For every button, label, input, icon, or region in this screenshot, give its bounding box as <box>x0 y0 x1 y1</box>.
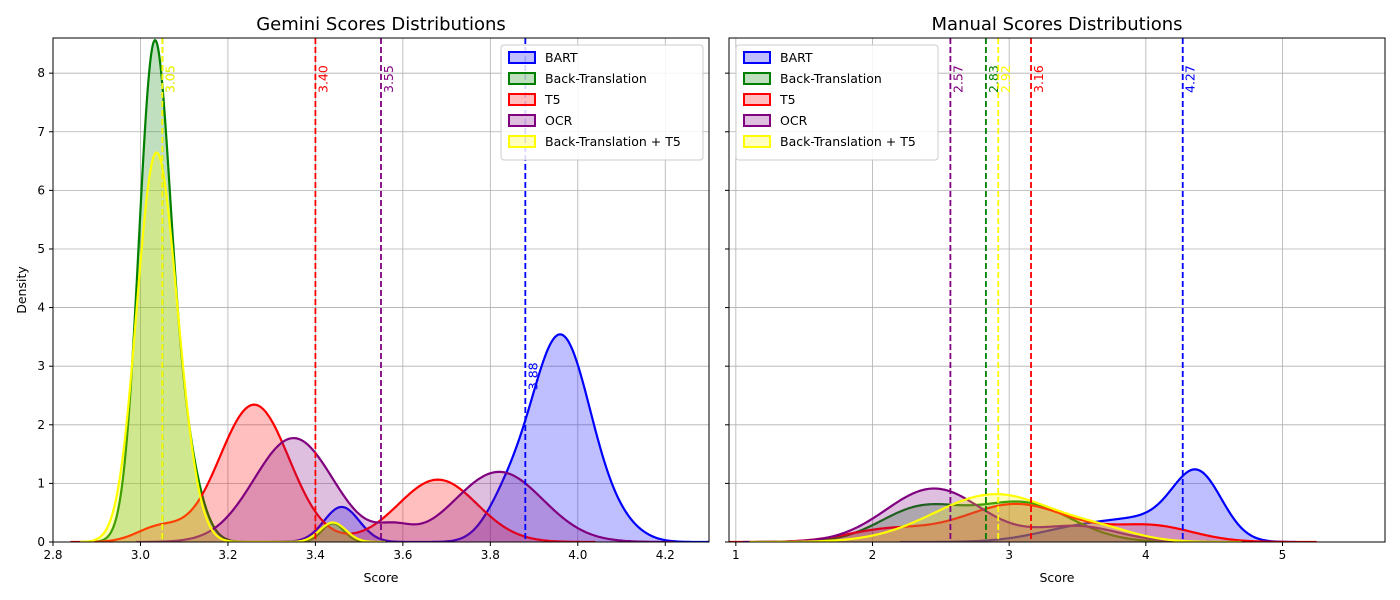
x-tick-label: 2.8 <box>43 548 62 562</box>
chart-title: Manual Scores Distributions <box>931 14 1182 35</box>
density-curve-0 <box>899 468 1297 542</box>
x-axis-label: Score <box>363 570 398 585</box>
legend-swatch-2 <box>743 93 771 106</box>
legend-swatch-3 <box>743 114 771 127</box>
mean-label-3: 2.57 <box>950 65 965 93</box>
density-fill-0 <box>271 334 709 542</box>
x-tick-label: 4.0 <box>568 548 587 562</box>
legend-label-3: OCR <box>780 113 808 128</box>
legend-swatch-1 <box>508 72 536 85</box>
density-curves <box>70 38 709 542</box>
legend-label-0: BART <box>545 50 578 65</box>
mean-label-0: 3.88 <box>525 362 540 390</box>
y-tick-label: 0 <box>37 535 45 549</box>
x-tick-label: 1 <box>732 548 740 562</box>
x-tick-label: 3.2 <box>218 548 237 562</box>
legend-label-2: T5 <box>544 92 561 107</box>
y-tick-label: 2 <box>37 418 45 432</box>
legend-swatch-3 <box>508 114 536 127</box>
mean-label-4: 3.05 <box>162 65 177 93</box>
legend-label-1: Back-Translation <box>780 71 882 86</box>
legend-swatch-4 <box>743 135 771 148</box>
legend-swatch-1 <box>743 72 771 85</box>
density-fill-2 <box>70 404 596 542</box>
legend-label-0: BART <box>780 50 813 65</box>
density-curve-0 <box>271 333 709 542</box>
legend-box <box>500 44 704 161</box>
x-tick-label: 3.6 <box>393 548 412 562</box>
legend-label-1: Back-Translation <box>545 71 647 86</box>
density-fill-4 <box>80 152 386 542</box>
x-tick-label: 3.4 <box>306 548 325 562</box>
density-fill-0 <box>899 469 1297 542</box>
legend-swatch-0 <box>743 51 771 64</box>
mean-label-1: 3.05 <box>162 65 177 93</box>
x-tick-label: 4.2 <box>656 548 675 562</box>
mean-label-4: 2.92 <box>998 65 1013 93</box>
density-fill-1 <box>92 40 377 542</box>
x-tick-label: 3.0 <box>131 548 150 562</box>
x-tick-label: 5 <box>1279 548 1287 562</box>
density-curve-3 <box>136 436 675 542</box>
mean-label-0: 4.27 <box>1183 65 1198 93</box>
mean-label-2: 3.16 <box>1031 65 1046 93</box>
density-fill-3 <box>136 438 675 542</box>
mean-label-1: 2.83 <box>986 65 1001 93</box>
density-curve-3 <box>742 487 1242 542</box>
axes-frame <box>728 37 1386 543</box>
x-tick-label: 2 <box>869 548 877 562</box>
legend: BART Back-Translation T5 OCR Back-Translatio… <box>735 44 939 161</box>
legend-label-2: T5 <box>779 92 796 107</box>
y-tick-label: 6 <box>37 183 45 197</box>
density-curves <box>729 468 1317 542</box>
legend-swatch-2 <box>508 93 536 106</box>
legend-box <box>735 44 939 161</box>
mean-label-3: 3.55 <box>381 65 396 93</box>
gemini-scores-panel: 3.883.05 3.40 3.553.052.8 3.0 3.2 3.4 3.6 3.8 4.… <box>14 14 710 585</box>
y-tick-label: 4 <box>37 301 45 315</box>
x-tick-label: 3.8 <box>481 548 500 562</box>
legend: BART Back-Translation T5 OCR Back-Translatio… <box>500 44 704 161</box>
density-curve-4 <box>749 493 1242 542</box>
y-tick-label: 3 <box>37 359 45 373</box>
legend-label-3: OCR <box>545 113 573 128</box>
grid-lines <box>729 38 1385 543</box>
legend-label-4: Back-Translation + T5 <box>545 134 681 149</box>
y-tick-label: 5 <box>37 242 45 256</box>
x-tick-label: 3 <box>1005 548 1013 562</box>
y-axis-label: Density <box>14 266 29 314</box>
density-fill-4 <box>749 494 1242 542</box>
legend-swatch-0 <box>508 51 536 64</box>
chart-title: Gemini Scores Distributions <box>256 14 506 35</box>
manual-scores-panel: 4.27 2.83 3.16 2.57 2.92 1 2 3 4 5 Manual Scores D… <box>725 14 1386 585</box>
x-tick-label: 4 <box>1142 548 1150 562</box>
x-axis-label: Score <box>1039 570 1074 585</box>
mean-label-2: 3.40 <box>315 65 330 93</box>
density-fill-2 <box>729 503 1317 542</box>
density-curve-2 <box>70 403 596 542</box>
axes-frame <box>52 37 710 543</box>
legend-label-4: Back-Translation + T5 <box>780 134 916 149</box>
legend-swatch-4 <box>508 135 536 148</box>
y-tick-label: 8 <box>37 66 45 80</box>
y-tick-label: 7 <box>37 125 45 139</box>
y-tick-label: 1 <box>37 476 45 490</box>
density-curve-1 <box>756 500 1215 542</box>
